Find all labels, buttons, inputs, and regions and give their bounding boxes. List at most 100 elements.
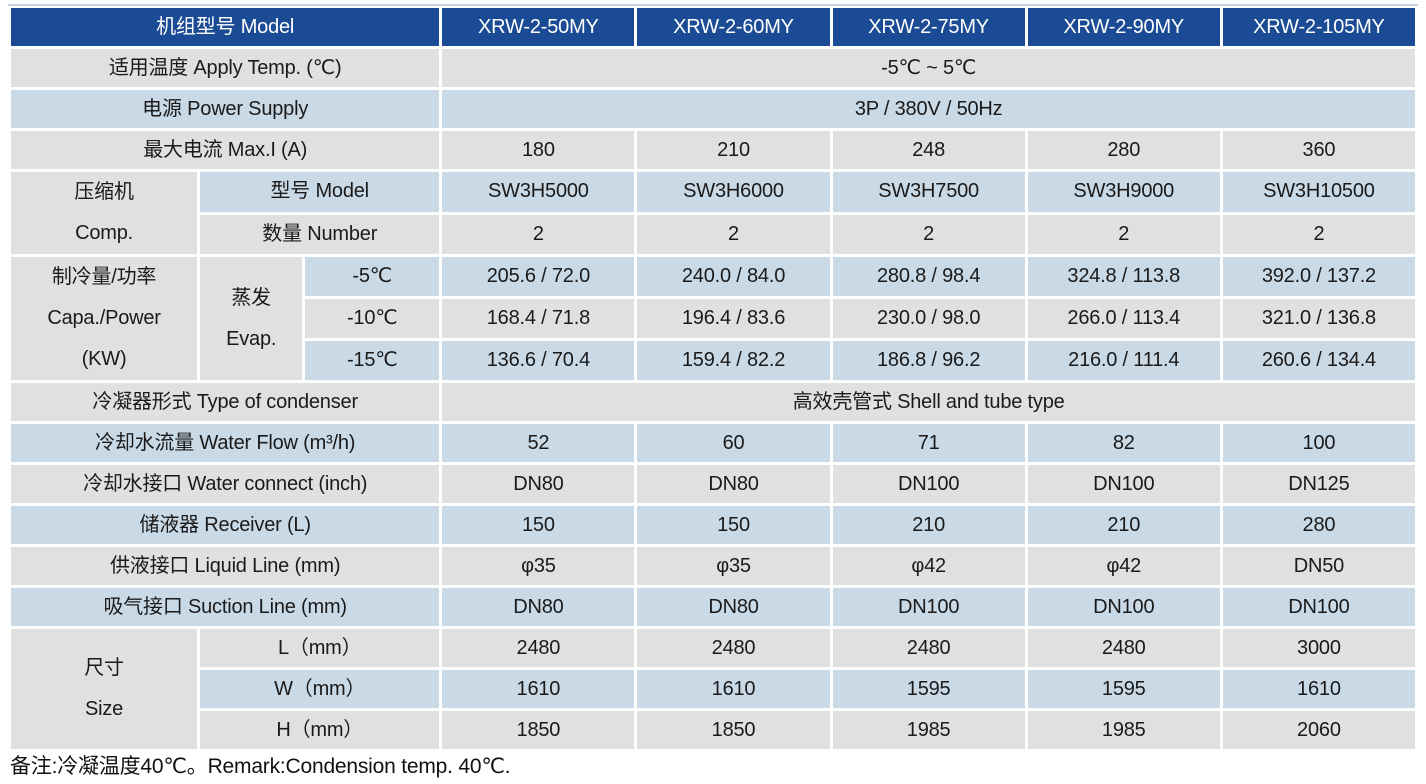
spec-table: 机组型号 Model XRW-2-50MY XRW-2-60MY XRW-2-7… <box>8 5 1418 752</box>
water-flow-value: 60 <box>637 424 830 462</box>
row-condenser-type: 冷凝器形式 Type of condenser 高效壳管式 Shell and … <box>11 383 1415 421</box>
water-connect-value: DN80 <box>442 465 635 503</box>
size-l-label: L（mm） <box>200 629 440 667</box>
suction-line-value: DN100 <box>832 588 1025 626</box>
capacity-value: 280.8 / 98.4 <box>832 257 1025 296</box>
model-header-col2: XRW-2-60MY <box>637 8 830 46</box>
capacity-value: 321.0 / 136.8 <box>1222 299 1415 338</box>
evap-group-label: 蒸发 Evap. <box>200 257 303 380</box>
row-apply-temp: 适用温度 Apply Temp. (℃) -5℃ ~ 5℃ <box>11 49 1415 87</box>
compressor-model-value: SW3H6000 <box>637 172 830 212</box>
compressor-number-value: 2 <box>832 214 1025 254</box>
water-connect-value: DN100 <box>832 465 1025 503</box>
receiver-value: 210 <box>832 506 1025 544</box>
capacity-value: 159.4 / 82.2 <box>637 341 830 380</box>
compressor-group-label: 压缩机 Comp. <box>11 172 198 254</box>
suction-line-value: DN100 <box>1027 588 1220 626</box>
capacity-value: 266.0 / 113.4 <box>1027 299 1220 338</box>
capacity-value: 186.8 / 96.2 <box>832 341 1025 380</box>
row-capacity-minus15: -15℃ 136.6 / 70.4 159.4 / 82.2 186.8 / 9… <box>11 341 1415 380</box>
max-current-label: 最大电流 Max.I (A) <box>11 131 440 169</box>
model-header-col4: XRW-2-90MY <box>1027 8 1220 46</box>
size-l-value: 2480 <box>832 629 1025 667</box>
row-size-w: W（mm） 1610 1610 1595 1595 1610 <box>11 670 1415 708</box>
max-current-value: 180 <box>442 131 635 169</box>
size-l-value: 2480 <box>442 629 635 667</box>
model-header-label: 机组型号 Model <box>11 8 440 46</box>
evap-label-cn: 蒸发 <box>231 286 271 309</box>
capacity-value: 324.8 / 113.8 <box>1027 257 1220 296</box>
size-l-value: 2480 <box>1027 629 1220 667</box>
compressor-group-label-en: Comp. <box>75 222 134 244</box>
size-w-value: 1595 <box>1027 670 1220 708</box>
water-connect-value: DN80 <box>637 465 830 503</box>
max-current-value: 248 <box>832 131 1025 169</box>
size-h-value: 1985 <box>832 711 1025 749</box>
power-supply-value: 3P / 380V / 50Hz <box>442 90 1415 128</box>
size-w-value: 1610 <box>1222 670 1415 708</box>
suction-line-value: DN80 <box>637 588 830 626</box>
model-header-col5: XRW-2-105MY <box>1222 8 1415 46</box>
water-flow-label: 冷却水流量 Water Flow (m³/h) <box>11 424 440 462</box>
liquid-line-value: φ42 <box>832 547 1025 585</box>
capacity-value: 168.4 / 71.8 <box>442 299 635 338</box>
row-water-flow: 冷却水流量 Water Flow (m³/h) 52 60 71 82 100 <box>11 424 1415 462</box>
compressor-number-value: 2 <box>1222 214 1415 254</box>
suction-line-label: 吸气接口 Suction Line (mm) <box>11 588 440 626</box>
capacity-group-line1: 制冷量/功率 <box>51 266 157 288</box>
capacity-value: 216.0 / 111.4 <box>1027 341 1220 380</box>
evap-label-en: Evap. <box>226 327 277 350</box>
row-capacity-minus5: 制冷量/功率 Capa./Power (KW) 蒸发 Evap. -5℃ 205… <box>11 257 1415 380</box>
row-power-supply: 电源 Power Supply 3P / 380V / 50Hz <box>11 90 1415 128</box>
receiver-value: 280 <box>1222 506 1415 544</box>
apply-temp-value: -5℃ ~ 5℃ <box>442 49 1415 87</box>
size-w-value: 1610 <box>442 670 635 708</box>
max-current-value: 360 <box>1222 131 1415 169</box>
capacity-group-line3: (KW) <box>81 348 127 370</box>
water-connect-value: DN125 <box>1222 465 1415 503</box>
capacity-group-line2: Capa./Power <box>47 307 161 329</box>
row-capacity-minus10: -10℃ 168.4 / 71.8 196.4 / 83.6 230.0 / 9… <box>11 299 1415 338</box>
capacity-value: 392.0 / 137.2 <box>1222 257 1415 296</box>
row-size-h: H（mm） 1850 1850 1985 1985 2060 <box>11 711 1415 749</box>
row-max-current: 最大电流 Max.I (A) 180 210 248 280 360 <box>11 131 1415 169</box>
compressor-model-value: SW3H10500 <box>1222 172 1415 212</box>
row-liquid-line: 供液接口 Liquid Line (mm) φ35 φ35 φ42 φ42 DN… <box>11 547 1415 585</box>
compressor-model-label: 型号 Model <box>200 172 440 212</box>
compressor-number-value: 2 <box>442 214 635 254</box>
max-current-value: 280 <box>1027 131 1220 169</box>
size-w-label: W（mm） <box>200 670 440 708</box>
size-h-value: 2060 <box>1222 711 1415 749</box>
liquid-line-value: φ35 <box>442 547 635 585</box>
size-h-value: 1850 <box>637 711 830 749</box>
condenser-type-value: 高效壳管式 Shell and tube type <box>442 383 1415 421</box>
size-w-value: 1595 <box>832 670 1025 708</box>
evap-temp-label: -5℃ <box>305 257 440 296</box>
compressor-model-value: SW3H5000 <box>442 172 635 212</box>
row-size-l: 尺寸 Size L（mm） 2480 2480 2480 2480 3000 <box>11 629 1415 749</box>
top-divider-line <box>8 4 1418 6</box>
capacity-value: 196.4 / 83.6 <box>637 299 830 338</box>
capacity-value: 230.0 / 98.0 <box>832 299 1025 338</box>
condenser-type-label: 冷凝器形式 Type of condenser <box>11 383 440 421</box>
row-header: 机组型号 Model XRW-2-50MY XRW-2-60MY XRW-2-7… <box>11 8 1415 46</box>
receiver-label: 储液器 Receiver (L) <box>11 506 440 544</box>
evap-temp-label: -15℃ <box>305 341 440 380</box>
row-compressor-number: 数量 Number 2 2 2 2 2 <box>11 214 1415 254</box>
receiver-value: 210 <box>1027 506 1220 544</box>
receiver-value: 150 <box>637 506 830 544</box>
capacity-value: 260.6 / 134.4 <box>1222 341 1415 380</box>
evap-temp-label: -10℃ <box>305 299 440 338</box>
water-connect-label: 冷却水接口 Water connect (inch) <box>11 465 440 503</box>
compressor-number-value: 2 <box>1027 214 1220 254</box>
size-label-en: Size <box>85 698 124 720</box>
model-header-col3: XRW-2-75MY <box>832 8 1025 46</box>
row-water-connect: 冷却水接口 Water connect (inch) DN80 DN80 DN1… <box>11 465 1415 503</box>
water-flow-value: 100 <box>1222 424 1415 462</box>
liquid-line-value: φ42 <box>1027 547 1220 585</box>
water-flow-value: 82 <box>1027 424 1220 462</box>
capacity-value: 205.6 / 72.0 <box>442 257 635 296</box>
compressor-number-value: 2 <box>637 214 830 254</box>
row-suction-line: 吸气接口 Suction Line (mm) DN80 DN80 DN100 D… <box>11 588 1415 626</box>
